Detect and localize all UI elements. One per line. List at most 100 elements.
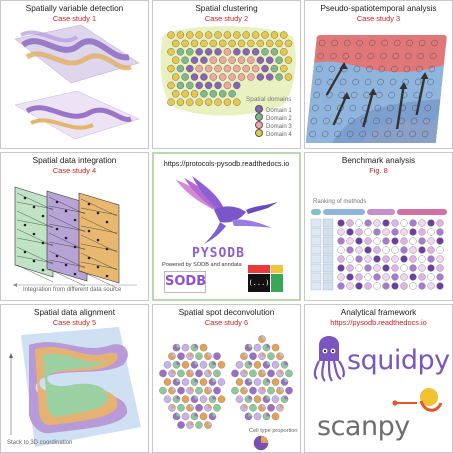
mesh-node (55, 254, 59, 258)
spot-pie-slice (266, 361, 271, 365)
rank-cell (310, 218, 322, 228)
spot-pie-slice (167, 361, 172, 365)
panel-spatial-data-alignment: Spatial data alignment Case study 5 Stac… (0, 304, 149, 453)
mesh-edge (80, 234, 118, 253)
pseudotime-spot (414, 78, 422, 86)
spot-pie-slice (208, 352, 212, 357)
score-cell (355, 219, 363, 227)
anndata-ellipsis: (...) (248, 274, 270, 292)
pseudotime-spot (324, 104, 332, 112)
panel-subtitle: Case study 5 (52, 318, 97, 327)
squid-icon (313, 336, 345, 382)
mesh-node (64, 209, 68, 213)
pseudotime-spot (323, 117, 330, 125)
panel-subtitle[interactable]: https://pysodb.readthedocs.io (330, 318, 427, 327)
spot-pie-slice (190, 369, 194, 374)
legend-label: Domain 2 (266, 116, 292, 122)
score-cell (355, 255, 363, 263)
score-cell (400, 219, 408, 227)
spot-pie-slice (280, 369, 284, 374)
score-cell (409, 237, 417, 245)
mesh-node (96, 211, 100, 215)
panel-pseudo-spatiotemporal: Pseudo-spatiotemporal analysis Case stud… (304, 0, 453, 149)
spot-pie-slice (167, 395, 172, 400)
protocol-url[interactable]: https://protocols-pysodb.readthedocs.io (163, 159, 290, 168)
spot-pie-slice (217, 404, 221, 408)
pseudotime-spot (393, 39, 401, 47)
spot-pie-slice (176, 344, 181, 348)
anndata-block-yellow (271, 265, 283, 273)
spot-pie-slice (181, 404, 185, 408)
mesh-edge (80, 198, 118, 217)
spot-pie-slice (203, 361, 208, 365)
spot-pie-slice (217, 369, 221, 374)
cluster-dot (186, 31, 194, 39)
cluster-dot (261, 48, 269, 56)
spot-pie-slice (257, 361, 262, 365)
spot-pie-slice (253, 404, 257, 408)
cluster-dot (256, 73, 265, 81)
score-cell (400, 246, 408, 254)
mesh-node (64, 263, 68, 267)
cluster-dot (284, 56, 293, 64)
pseudotime-spot (378, 65, 386, 73)
cluster-dot (176, 81, 185, 90)
cluster-dot (172, 39, 180, 48)
score-cell (337, 219, 345, 227)
score-cell (391, 219, 399, 227)
mesh-node (87, 202, 91, 206)
mesh-node (64, 236, 68, 240)
mesh-edge (48, 232, 86, 251)
spot-pie-slice (280, 404, 284, 408)
legend-domain-2: Domain 2 (255, 113, 292, 122)
rank-cell (310, 254, 322, 264)
anndata-block-green (271, 274, 283, 292)
score-cell (400, 282, 408, 290)
score-cell (391, 273, 399, 281)
cluster-dot (176, 98, 185, 106)
scanpy-icon (392, 388, 443, 412)
cluster-dot (256, 56, 265, 64)
spot-pie-slice (212, 378, 217, 382)
score-cell (436, 282, 444, 290)
score-cell (409, 228, 417, 236)
pseudotime-spot (410, 117, 418, 125)
panel-title: Spatially variable detection (25, 4, 124, 13)
cluster-dot (251, 48, 260, 56)
score-cell (382, 255, 390, 263)
spot-pie-slice (280, 352, 284, 357)
rank-cell (310, 263, 322, 273)
pseudotime-spot (391, 65, 398, 73)
spot-pie-slice (248, 344, 253, 348)
cluster-dot (186, 48, 194, 56)
cluster-dot (270, 48, 279, 56)
cluster-dot (242, 31, 250, 39)
cluster-dot (280, 64, 288, 73)
spot-pie-slice (239, 378, 244, 382)
spot-pie-slice (172, 352, 176, 357)
score-cell (364, 273, 372, 281)
cluster-dot (218, 56, 227, 64)
pseudotime-spot (403, 65, 411, 73)
pseudotime-spot (384, 130, 391, 138)
spot-pie-slice (185, 412, 190, 417)
score-cell (427, 228, 435, 236)
pseudotime-spot (406, 39, 413, 47)
pseudotime-spot (392, 52, 400, 60)
score-cell (373, 282, 381, 290)
cluster-dot (186, 64, 194, 73)
spot-pie-slice (284, 378, 289, 382)
mesh-edge (80, 216, 118, 235)
spot-pie-slice (248, 361, 253, 365)
pseudotime-spot (396, 130, 404, 138)
spot-pie-slice (181, 421, 185, 425)
cluster-dot (275, 73, 283, 81)
cluster-dot (265, 73, 274, 81)
cluster-dot (204, 64, 213, 73)
pseudotime-spot (328, 65, 336, 73)
cluster-dot (172, 90, 180, 98)
pysodb-logo-text: PYSODB (192, 246, 245, 261)
cluster-dot (195, 98, 203, 106)
score-cell (436, 237, 444, 245)
pseudotime-spot (350, 91, 358, 99)
